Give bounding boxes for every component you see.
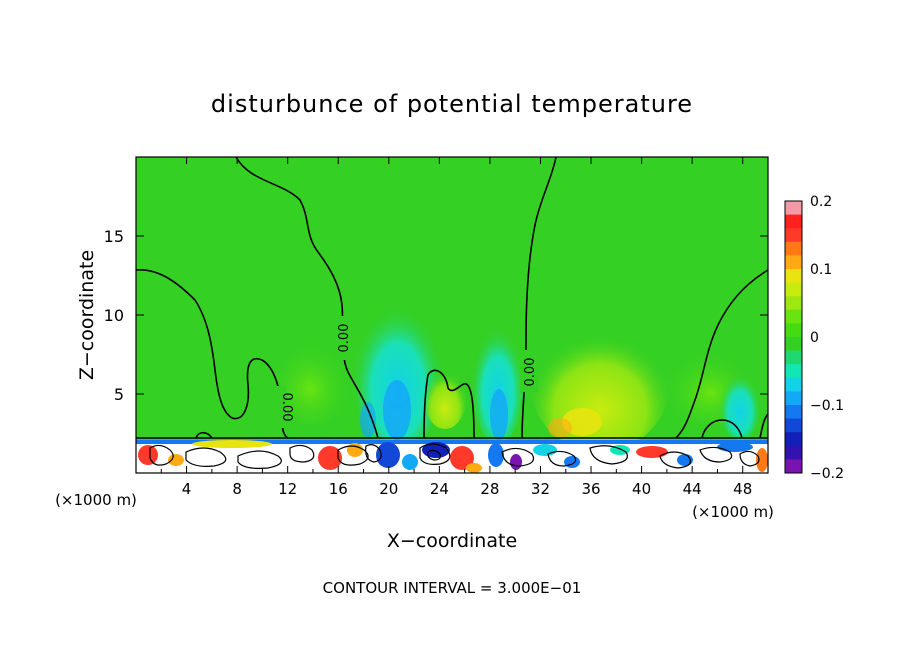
colorbar-swatch xyxy=(785,377,802,392)
x-tick-label: 40 xyxy=(632,480,651,498)
colorbar-swatch xyxy=(785,309,802,324)
field-region xyxy=(423,361,467,429)
colorbar-swatch xyxy=(785,432,802,447)
contour-line xyxy=(195,431,213,439)
x-tick-label: 28 xyxy=(480,480,499,498)
field-region xyxy=(360,402,376,438)
contour-line xyxy=(521,157,557,439)
colorbar-label: 0.2 xyxy=(810,194,832,210)
colorbar-swatch xyxy=(785,364,802,379)
y-tick-label: 15 xyxy=(104,227,124,246)
colorbar-frame xyxy=(784,200,803,474)
x-tick-label: 24 xyxy=(430,480,449,498)
x-tick-label: 4 xyxy=(182,480,192,498)
chart-title: disturbunce of potential temperature xyxy=(211,90,693,118)
contour-line xyxy=(423,369,475,439)
contour-line xyxy=(235,157,379,439)
colorbar-swatch xyxy=(785,214,802,229)
x-axis: 4 8 12 16 20 24 28 32 36 40 44 48 xyxy=(160,157,752,498)
x-unit-left: (×1000 m) xyxy=(55,491,137,509)
colorbar-swatch xyxy=(785,269,802,284)
colorbar-swatch xyxy=(785,323,802,338)
contour-line xyxy=(675,269,768,439)
y-tick-label: 10 xyxy=(104,306,124,325)
plot-area: 0.00 0.00 0.00 xyxy=(136,157,768,473)
contour-label: 0.00 xyxy=(337,324,352,353)
colorbar-label: −0.2 xyxy=(810,466,844,482)
x-tick-label: 8 xyxy=(232,480,242,498)
field-region xyxy=(270,335,350,425)
colorbar-swatch xyxy=(785,201,802,216)
colorbar-swatch xyxy=(785,282,802,297)
contour-line xyxy=(759,413,768,439)
contour-interval-note: CONTOUR INTERVAL = 3.000E−01 xyxy=(323,579,582,597)
y-axis: 5 10 15 xyxy=(104,227,768,404)
x-tick-label: 48 xyxy=(733,480,752,498)
field-region xyxy=(354,297,442,453)
colorbar xyxy=(784,200,803,474)
colorbar-label: 0.1 xyxy=(810,262,832,278)
contour-line xyxy=(701,419,743,439)
x-unit-right: (×1000 m) xyxy=(692,503,774,521)
field-region xyxy=(562,408,602,436)
zero-contours xyxy=(136,157,768,439)
colorbar-swatch xyxy=(785,459,802,474)
colorbar-label: −0.1 xyxy=(810,398,844,414)
boundary-layer-contours xyxy=(149,443,760,469)
colorbar-label: 0 xyxy=(810,330,819,346)
y-axis-label: Z−coordinate xyxy=(76,250,98,380)
x-tick-label: 20 xyxy=(379,480,398,498)
field-region xyxy=(490,389,508,441)
x-tick-label: 44 xyxy=(683,480,702,498)
x-tick-label: 16 xyxy=(329,480,348,498)
x-axis-label: X−coordinate xyxy=(387,530,517,552)
colorbar-swatch xyxy=(785,228,802,243)
colorbar-swatch xyxy=(785,445,802,460)
colorbar-swatch xyxy=(785,255,802,270)
colorbar-labels: 0.2 0.1 0 −0.1 −0.2 xyxy=(810,194,844,482)
colorbar-swatch xyxy=(785,337,802,352)
field-region xyxy=(548,418,572,438)
field-region xyxy=(472,320,524,444)
colorbar-swatch xyxy=(785,296,802,311)
x-tick-label: 36 xyxy=(581,480,600,498)
contour-label: 0.00 xyxy=(523,358,538,387)
x-tick-label: 32 xyxy=(531,480,550,498)
colorbar-swatch xyxy=(785,391,802,406)
x-tick-label: 12 xyxy=(278,480,297,498)
colorbar-swatch xyxy=(785,241,802,256)
colorbar-swatch xyxy=(785,350,802,365)
contour-label: 0.00 xyxy=(279,393,294,422)
y-tick-label: 5 xyxy=(114,385,124,404)
colorbar-swatch xyxy=(785,405,802,420)
colorbar-swatch xyxy=(785,418,802,433)
field-region xyxy=(383,380,411,440)
field-region xyxy=(720,370,760,440)
